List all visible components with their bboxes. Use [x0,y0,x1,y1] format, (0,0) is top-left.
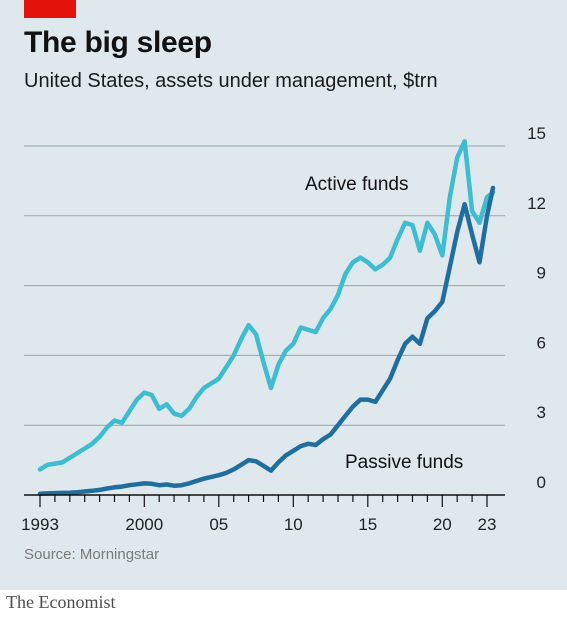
source-note: Source: Morningstar [24,546,160,563]
gridlines [24,145,505,426]
x-tick-label-20: 20 [433,515,452,534]
chart-subtitle: United States, assets under management, … [24,70,438,92]
y-tick-label-12: 12 [527,194,546,213]
series-lines [37,139,496,497]
y-tick-label-0: 0 [537,473,546,492]
passive-funds-line [37,185,496,497]
passive-funds-label: Passive funds [345,452,463,473]
y-tick-label-15: 15 [527,124,546,143]
x-tick-label-05: 05 [209,515,228,534]
publisher-logo: The Economist [6,592,116,612]
x-tick-label-15: 15 [358,515,377,534]
active-funds-label: Active funds [305,174,409,195]
y-tick-label-9: 9 [537,264,546,283]
x-axis [24,494,505,507]
chart-title: The big sleep [24,26,212,59]
x-tick-label-10: 10 [284,515,303,534]
y-tick-label-3: 3 [537,403,546,422]
x-tick-label-2000: 2000 [125,515,163,534]
y-tick-label-6: 6 [537,333,546,352]
x-tick-label-23: 23 [478,515,497,534]
tick-labels: 0 3 6 9 12 15 1993 2000 05 10 15 20 23 [21,124,546,534]
x-tick-label-1993: 1993 [21,515,59,534]
active-funds-line [37,139,496,472]
brand-red-tag [24,0,76,18]
